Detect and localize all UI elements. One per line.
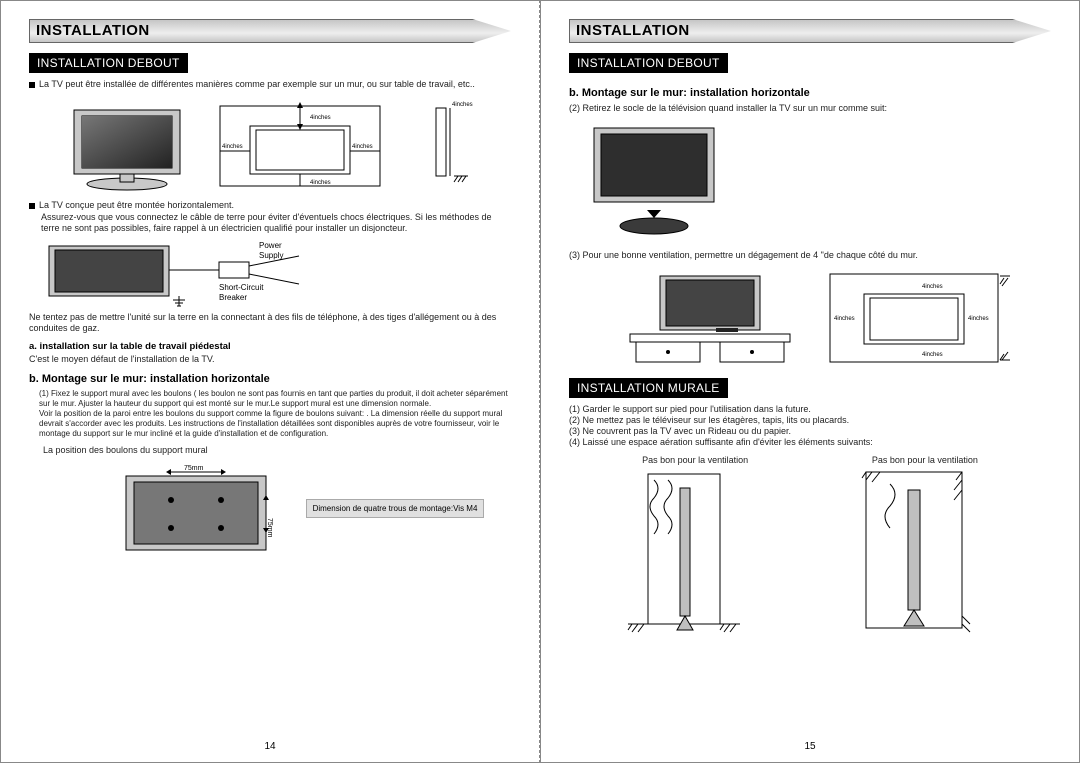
wall-clearance-icon: 4inches 4inches 4inches 4inches [814,268,1014,368]
a-title: a. installation sur la table de travail … [29,341,511,352]
ground-text: Assurez-vous que vous connectez le câble… [41,212,511,235]
svg-text:4inches: 4inches [922,284,943,290]
m1: (1) Garder le support sur pied pour l'ut… [569,404,1051,415]
svg-text:4inches: 4inches [222,144,243,150]
dim-box: Dimension de quatre trous de montage:Vis… [306,499,485,518]
breaker-label: Short-Circuit [219,283,264,292]
svg-text:4inches: 4inches [352,144,373,150]
dim-w: 75mm [184,465,204,472]
vent-text: (3) Pour une bonne ventilation, permettr… [569,250,1051,261]
svg-text:4inches: 4inches [310,180,331,186]
page-14: INSTALLATION INSTALLATION DEBOUT La TV p… [0,0,540,763]
power-diagram-icon: Power Supply Short-Circuit Breaker [29,238,329,308]
svg-text:4inches: 4inches [452,102,473,108]
a-body: C'est le moyen défaut de l'installation … [29,354,511,365]
bad-vent-curtain-icon [584,466,806,636]
b-title-r: b. Montage sur le mur: installation hori… [569,87,1051,99]
dim-h: 75mm [266,518,273,538]
b-body: (1) Fixez le support mural avec les boul… [39,389,511,439]
svg-text:Supply: Supply [259,251,283,260]
bolt-pos: La position des boulons du support mural [43,445,511,456]
b-title: b. Montage sur le mur: installation hori… [29,373,511,385]
b-body-r: (2) Retirez le socle de la télévision qu… [569,103,1051,114]
svg-text:4inches: 4inches [834,316,855,322]
intro-text: La TV peut être installée de différentes… [29,79,511,90]
mount-holes-icon: 75mm 75mm [116,458,276,558]
section-header-banner: INSTALLATION [29,19,511,43]
m3: (3) Ne couvrent pas la TV avec un Rideau… [569,426,1051,437]
svg-text:Breaker: Breaker [219,293,247,302]
page-number: 15 [804,741,815,752]
tv-front-icon [62,96,192,196]
m4: (4) Laissé une espace aération suffisant… [569,437,1051,448]
tv-clearance-side-icon: 4inches [408,96,478,196]
svg-text:4inches: 4inches [922,352,943,358]
page-15: INSTALLATION INSTALLATION DEBOUT b. Mont… [540,0,1080,763]
section-header: INSTALLATION [576,22,690,39]
bad-vent-2: Pas bon pour la ventilation [814,455,1036,466]
power-label: Power [259,241,282,250]
svg-text:4inches: 4inches [310,115,331,121]
section-header: INSTALLATION [36,22,150,39]
subsection-debout: INSTALLATION DEBOUT [29,53,188,73]
horiz-text: La TV conçue peut être montée horizontal… [29,200,511,211]
bad-vent-1: Pas bon pour la ventilation [584,455,806,466]
subsection-murale: INSTALLATION MURALE [569,378,728,398]
warn2-text: Ne tentez pas de mettre l'unité sur la t… [29,312,511,335]
svg-text:4inches: 4inches [968,316,989,322]
tv-on-stand-icon [606,268,806,368]
tv-clearance-front-icon: 4inches 4inches 4inches 4inches [200,96,400,196]
page-number: 14 [264,741,275,752]
subsection-debout: INSTALLATION DEBOUT [569,53,728,73]
section-header-banner: INSTALLATION [569,19,1051,43]
remove-stand-icon [569,122,739,242]
m2: (2) Ne mettez pas le téléviseur sur les … [569,415,1051,426]
bad-vent-recess-icon [814,466,1036,636]
